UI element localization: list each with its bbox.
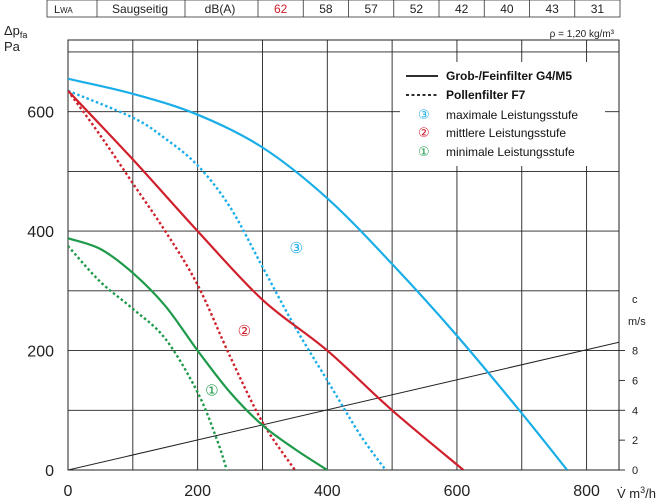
x-tick-label: 400: [314, 483, 341, 500]
x-tick-label: 0: [64, 483, 73, 500]
right-axis-unit: m/s: [628, 316, 646, 328]
legend-stage-1-label: minimale Leistungsstufe: [446, 145, 575, 159]
grid-lines: [68, 40, 619, 470]
header-value-2: 58: [319, 2, 333, 16]
header-table: LWA Saugseitig dB(A) 62 58 57 52 42 40 43 31: [46, 0, 621, 18]
legend-stage-2-label: mittlere Leistungsstufe: [446, 126, 566, 140]
x-tick-labels: 0 200 400 600 800: [64, 483, 600, 500]
series-line-stage-1-grobfilter: [68, 237, 328, 470]
header-value-5: 42: [455, 2, 469, 16]
x-tick-label: 600: [444, 483, 471, 500]
stage-marker-1: ①: [205, 382, 218, 400]
velocity-line: [68, 341, 619, 470]
series-line-stage-2-grobfilter: [68, 90, 465, 470]
header-value-8: 31: [591, 2, 605, 16]
stage-markers: ③ ② ①: [205, 239, 303, 400]
header-value-4: 52: [410, 2, 424, 16]
legend-stage-3-label: maximale Leistungsstufe: [446, 108, 578, 122]
y-axis-label: Δpfa: [4, 23, 27, 40]
legend-stage-3-symbol: ③: [418, 108, 430, 123]
x-tick-label: 800: [573, 483, 600, 500]
legend-stage-1-symbol: ①: [418, 145, 430, 160]
right-tick-label: 2: [632, 435, 638, 447]
stage-marker-2: ②: [238, 322, 251, 340]
right-axis-label: c: [632, 294, 638, 306]
plot-frame: [67, 39, 620, 471]
header-values: 62 58 57 52 42 40 43 31: [274, 2, 604, 16]
y-tick-label: 0: [45, 463, 54, 480]
header-side-label: Saugseitig: [112, 2, 168, 16]
series-line-stage-3-grobfilter: [68, 77, 568, 470]
stage-marker-3: ③: [289, 239, 302, 257]
velocity-reference-line: [68, 341, 619, 470]
x-tick-label: 200: [184, 483, 211, 500]
y-tick-label: 600: [27, 105, 54, 122]
header-unit-label: dB(A): [205, 2, 236, 16]
legend-stage-2-symbol: ②: [418, 126, 430, 141]
header-value-6: 40: [500, 2, 514, 16]
series-line-stage-2-pollenfilter: [68, 90, 296, 470]
header-label-lwa: LWA: [54, 4, 73, 16]
series-group: [68, 77, 568, 470]
density-note: ρ = 1,20 kg/m³: [550, 29, 615, 40]
legend-solid-label: Grob-/Feinfilter G4/M5: [446, 69, 572, 83]
header-value-3: 57: [364, 2, 378, 16]
right-tick-label: 8: [632, 346, 638, 358]
y-tick-label: 400: [27, 224, 54, 241]
header-value-7: 43: [545, 2, 559, 16]
y-axis-unit: Pa: [4, 39, 21, 54]
x-axis-label: V̇ m3/h: [617, 485, 656, 501]
right-tick-label: 4: [632, 405, 638, 417]
header-table-dividers: [96, 0, 576, 17]
y-tick-labels: 0 200 400 600: [27, 105, 54, 480]
right-tick-label: 6: [632, 375, 638, 387]
legend-dashed-label: Pollenfilter F7: [446, 88, 526, 102]
series-line-stage-3-pollenfilter: [68, 89, 387, 470]
header-value-1: 62: [274, 2, 288, 16]
y-tick-label: 200: [27, 344, 54, 361]
right-tick-label: 0: [632, 465, 638, 477]
right-axis-ticks: 0 2 4 6 8: [619, 346, 638, 477]
legend: Grob-/Feinfilter G4/M5 Pollenfilter F7 ③…: [400, 62, 605, 166]
